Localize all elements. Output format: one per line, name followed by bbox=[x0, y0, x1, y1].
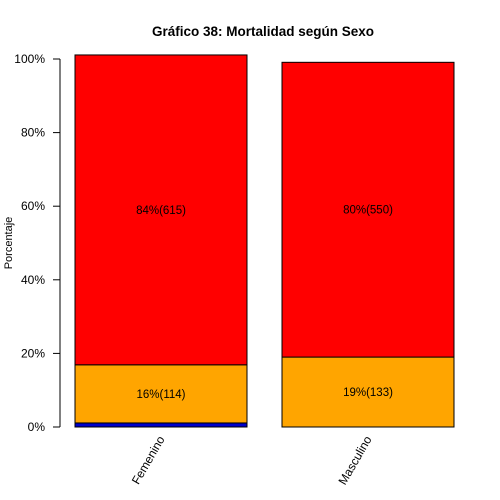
bar-segment bbox=[74, 364, 248, 424]
x-tick-label: Masculino bbox=[335, 433, 374, 487]
data-label: 16%(114) bbox=[136, 389, 185, 401]
x-tick-label: Femenino bbox=[129, 433, 168, 486]
chart-title: Gráfico 38: Mortalidad según Sexo bbox=[152, 24, 374, 39]
data-label: 84%(615) bbox=[136, 205, 186, 217]
y-tick-label: 20% bbox=[21, 346, 45, 360]
y-tick-label: 0% bbox=[28, 420, 46, 434]
bar-segment bbox=[74, 422, 248, 428]
data-labels: 16%(114) 84%(615) 19%(133) 80%(550) bbox=[136, 205, 393, 401]
y-tick-label: 60% bbox=[21, 199, 45, 213]
data-label: 80%(550) bbox=[343, 205, 393, 217]
data-label: 19%(133) bbox=[343, 387, 393, 399]
y-tick-label: 80% bbox=[21, 126, 45, 140]
bars bbox=[74, 54, 455, 428]
y-axis: 0% 20% 40% 60% 80% 100% bbox=[14, 52, 61, 434]
y-tick-label: 40% bbox=[21, 273, 45, 287]
y-tick-label: 100% bbox=[14, 52, 45, 66]
bar-segment bbox=[281, 356, 455, 428]
x-axis: Femenino Masculino bbox=[129, 433, 375, 487]
bar-segment bbox=[74, 54, 248, 366]
y-axis-label: Porcentaje bbox=[3, 217, 15, 270]
bar-segment bbox=[281, 61, 455, 358]
